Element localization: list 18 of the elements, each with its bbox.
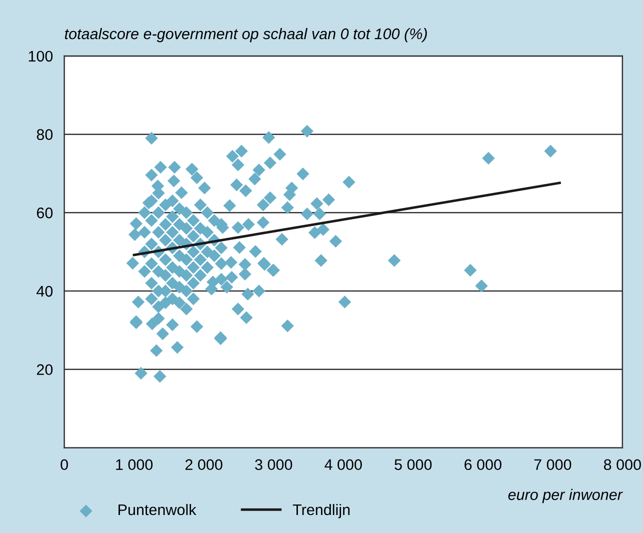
y-tick-label: 20: [36, 364, 53, 376]
x-tick-label: 0: [60, 459, 68, 470]
y-tick-label: 80: [36, 129, 53, 140]
x-tick-label: 2 000: [185, 459, 222, 470]
x-tick-label: 3 000: [255, 459, 292, 470]
x-tick-label: 7 000: [534, 459, 572, 470]
y-axis-title: totaalscore e-government op schaal van 0 tot 100 (%): [64, 28, 427, 42]
x-tick-label: 5 000: [394, 459, 432, 470]
y-tick-label: 100: [28, 50, 53, 62]
legend-label: Puntenwolk: [118, 504, 196, 516]
x-tick-label: 6 000: [464, 459, 502, 470]
x-tick-label: 4 000: [324, 459, 362, 470]
y-tick-label: 40: [36, 286, 53, 297]
legend-label: Trendlijn: [292, 504, 350, 518]
y-tick-label: 60: [36, 208, 53, 218]
x-axis-title: euro per inwoner: [508, 488, 623, 504]
x-tick-label: 1 000: [116, 459, 153, 470]
x-tick-label: 8 000: [604, 459, 641, 470]
